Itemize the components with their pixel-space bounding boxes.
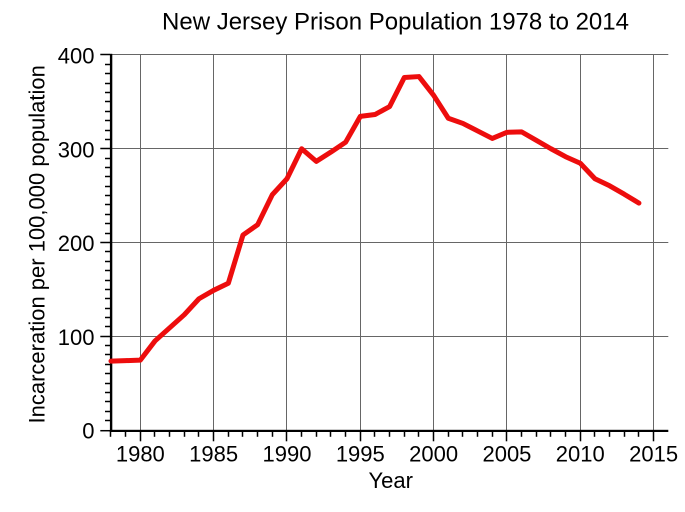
svg-text:Year: Year	[368, 468, 412, 493]
svg-text:1985: 1985	[189, 441, 238, 466]
svg-text:1990: 1990	[263, 441, 312, 466]
svg-text:200: 200	[58, 231, 95, 256]
svg-text:Incarceration per 100,000 popu: Incarceration per 100,000 population	[25, 65, 50, 423]
svg-text:100: 100	[58, 325, 95, 350]
svg-text:2005: 2005	[482, 441, 531, 466]
svg-text:2010: 2010	[556, 441, 605, 466]
svg-text:0: 0	[82, 419, 94, 444]
svg-text:New Jersey Prison Population 1: New Jersey Prison Population 1978 to 201…	[162, 9, 629, 36]
svg-text:300: 300	[58, 137, 95, 162]
svg-text:2015: 2015	[629, 441, 678, 466]
svg-text:1995: 1995	[336, 441, 385, 466]
svg-text:1980: 1980	[116, 441, 165, 466]
svg-text:400: 400	[58, 44, 95, 69]
svg-text:2000: 2000	[409, 441, 458, 466]
